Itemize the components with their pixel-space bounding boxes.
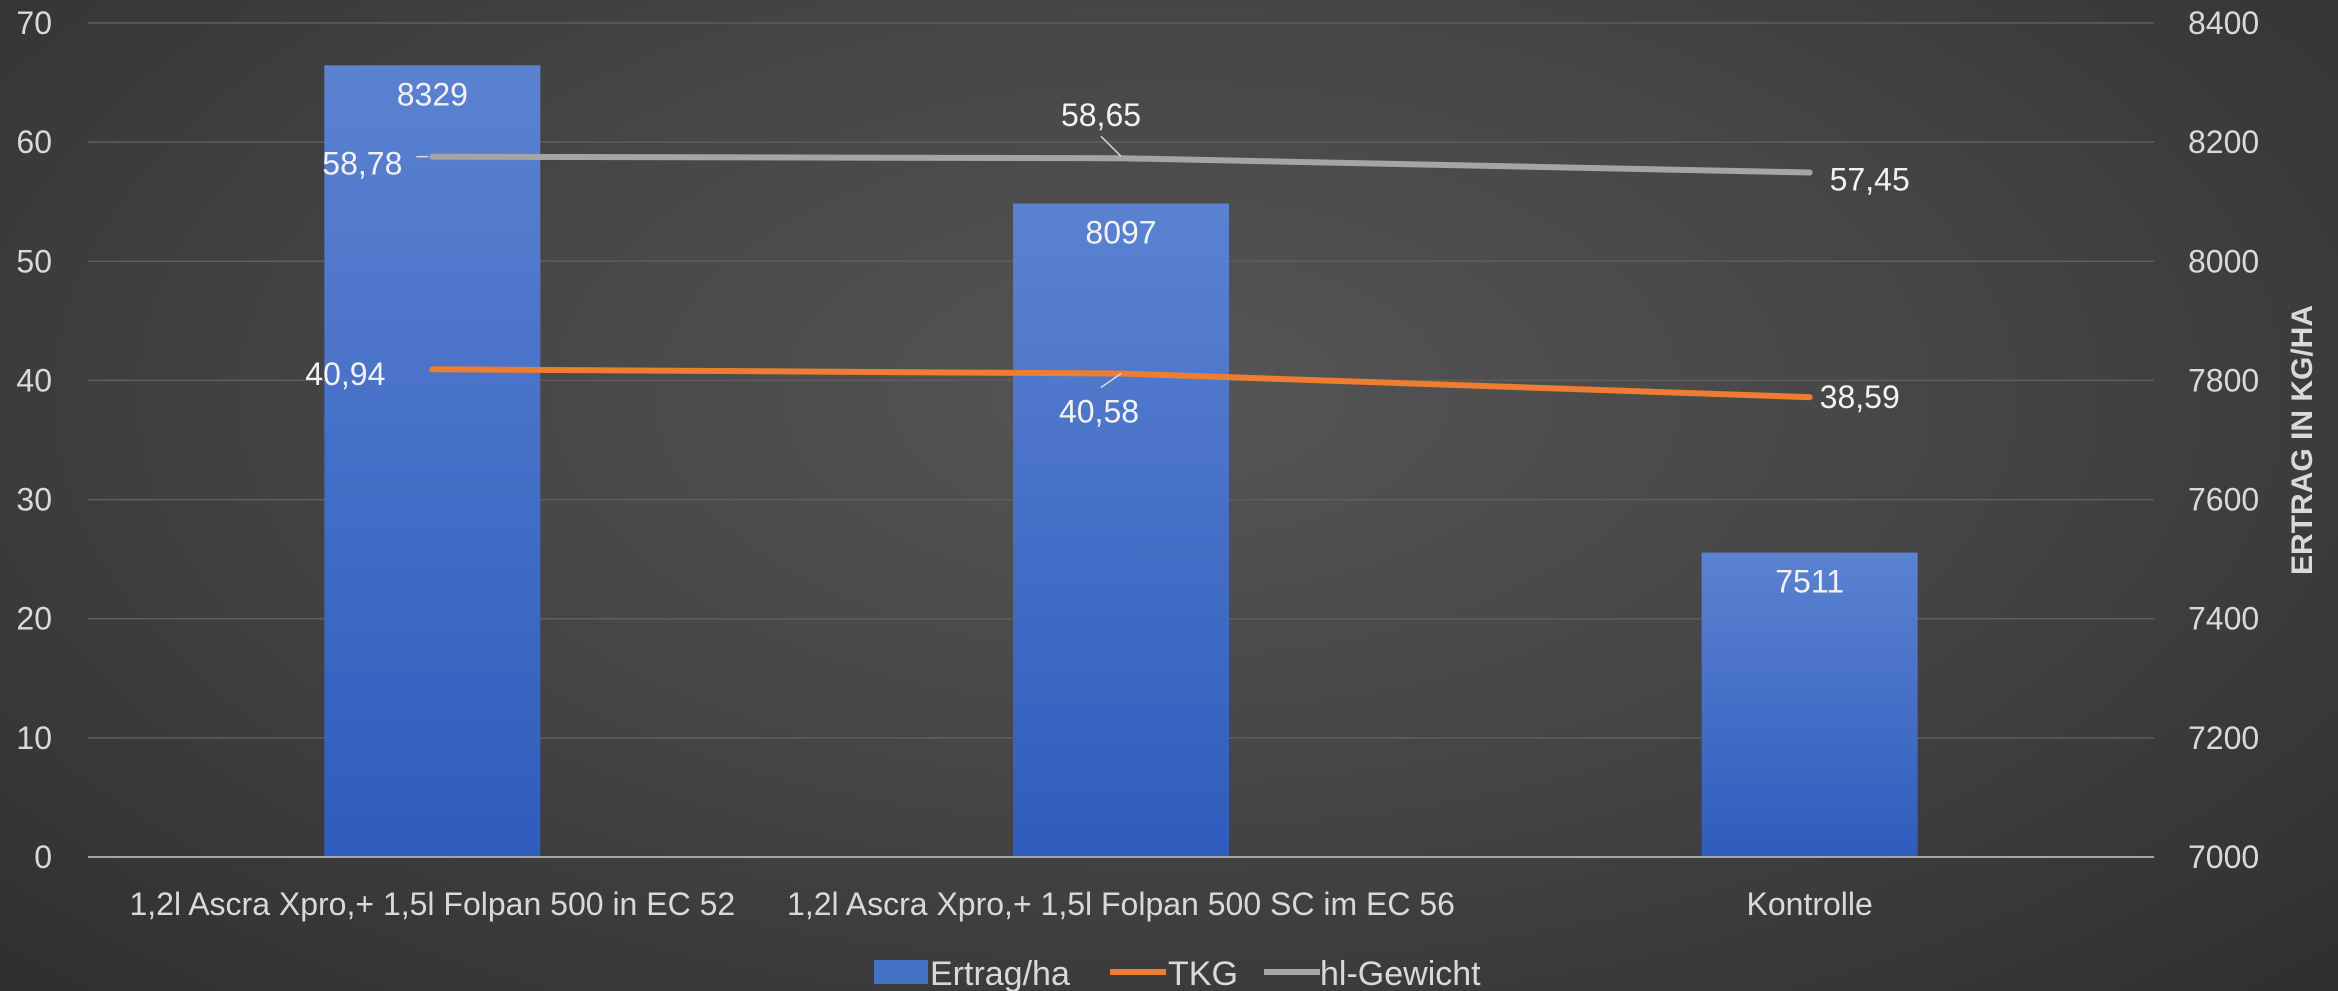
line-value-label: 57,45 xyxy=(1830,162,1910,198)
left-axis-tick-label: 60 xyxy=(16,124,52,160)
bar-value-label: 8097 xyxy=(1085,215,1156,251)
line-value-label: 58,78 xyxy=(322,146,402,182)
right-axis-tick-label: 7200 xyxy=(2188,720,2259,756)
left-axis-tick-label: 70 xyxy=(16,5,52,41)
right-axis-tick-label: 7600 xyxy=(2188,482,2259,518)
legend: Ertrag/ha TKG hl-Gewicht xyxy=(874,955,1481,991)
bar-value-label: 8329 xyxy=(397,76,468,112)
left-axis-tick-label: 20 xyxy=(16,601,52,637)
label-leader-line xyxy=(1100,135,1122,157)
legend-label: hl-Gewicht xyxy=(1320,955,1481,991)
right-axis-tick-label: 7000 xyxy=(2188,839,2259,875)
label-leader-line xyxy=(1100,372,1122,389)
category-label: 1,2l Ascra Xpro,+ 1,5l Folpan 500 SC im … xyxy=(787,886,1455,922)
category-label: 1,2l Ascra Xpro,+ 1,5l Folpan 500 in EC … xyxy=(129,886,735,922)
axes: 0 10 20 30 40 50 60 70 7000 7200 7400 7600 7800 8000 8… xyxy=(16,5,2259,922)
category-label: Kontrolle xyxy=(1747,886,1873,922)
right-axis-tick-label: 7800 xyxy=(2188,362,2259,398)
left-axis-tick-label: 40 xyxy=(16,362,52,398)
left-axis-tick-label: 50 xyxy=(16,243,52,279)
line-value-label: 38,59 xyxy=(1820,379,1900,415)
left-axis-tick-label: 10 xyxy=(16,720,52,756)
bar xyxy=(1013,203,1229,857)
right-axis-title: ERTRAG IN KG/HA xyxy=(2286,305,2319,575)
bar xyxy=(324,65,541,857)
line-value-label: 40,58 xyxy=(1059,394,1139,430)
legend-label: TKG xyxy=(1168,955,1238,991)
right-axis-tick-label: 8000 xyxy=(2188,243,2259,279)
right-axis-tick-label: 7400 xyxy=(2188,601,2259,637)
line-value-label: 40,94 xyxy=(305,356,385,392)
legend-swatch-bar xyxy=(874,960,928,984)
line-value-label: 58,65 xyxy=(1061,97,1141,133)
legend-label: Ertrag/ha xyxy=(930,955,1070,991)
bar-series xyxy=(324,65,1918,857)
left-axis-tick-label: 30 xyxy=(16,482,52,518)
bar-value-label: 7511 xyxy=(1775,564,1844,600)
right-axis-tick-label: 8200 xyxy=(2188,124,2259,160)
bar xyxy=(1701,552,1918,857)
series-line xyxy=(429,153,1813,176)
right-axis-tick-label: 8400 xyxy=(2188,5,2259,41)
data-labels: 8329 8097 7511 40,94 40,58 38,59 58,78 58,65 57,… xyxy=(305,76,1909,599)
left-axis-tick-label: 0 xyxy=(34,839,52,875)
